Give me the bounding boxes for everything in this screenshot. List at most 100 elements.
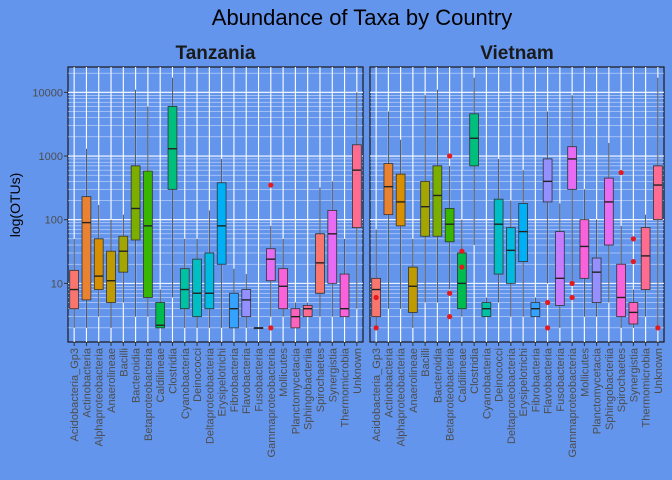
facet-panel-vietnam: Vietnam Acidobacteria_Gp3 Actinobacteria Al… <box>369 43 665 457</box>
box-flavobacteria <box>542 111 553 331</box>
box-deinococci <box>493 158 504 303</box>
y-tick-label: 10 <box>51 278 63 290</box>
outlier-point <box>655 325 661 331</box>
x-tick-label: Anaerolineae <box>106 348 118 413</box>
box-iqr <box>106 250 116 303</box>
x-tick-label: Flavobacteria <box>543 347 555 414</box>
box-synergistia <box>327 181 338 317</box>
x-tick-label: Anaerolineae <box>408 348 420 413</box>
box-sphingobacteriia <box>604 143 614 303</box>
box-iqr <box>432 165 443 237</box>
x-tick-label: Acidobacteria_Gp3 <box>69 348 81 442</box>
box-synergistia <box>628 236 639 328</box>
box-thermomicrobia <box>339 238 350 318</box>
box-iqr <box>93 238 104 290</box>
box-fusobacteria <box>555 203 565 328</box>
box-mollicutes <box>278 238 288 317</box>
x-tick-label: Mollicutes <box>579 348 591 397</box>
box-iqr <box>179 268 190 310</box>
box-fibrobacteria <box>229 268 239 329</box>
box-alphaproteobacteria <box>395 139 406 309</box>
box-cyanobacteria <box>481 297 492 318</box>
box-iqr <box>469 113 479 167</box>
box-iqr <box>518 203 528 262</box>
box-mollicutes <box>579 189 590 317</box>
x-tick-label: Alphaproteobacteria <box>94 347 106 446</box>
outlier-point <box>447 290 453 296</box>
box-deltaproteobacteria <box>204 210 215 328</box>
outlier-point <box>569 294 575 301</box>
outlier-point <box>545 299 551 306</box>
box-iqr <box>143 170 153 298</box>
x-tick-label: Fibrobacteria <box>530 347 542 412</box>
x-tick-label: Sphingobacteriia <box>604 347 616 430</box>
box-caldilineae <box>457 219 467 317</box>
x-tick-label: Actinobacteria <box>81 347 93 418</box>
y-tick-label: 1000 <box>39 151 63 163</box>
x-tick-label: Planctomycetacia <box>290 347 302 434</box>
x-tick-label: Actinobacteria <box>383 347 395 418</box>
box-iqr <box>628 302 639 325</box>
x-tick-label: Gammaproteobacteria <box>266 347 278 457</box>
outlier-point <box>373 325 379 331</box>
box-iqr <box>493 198 504 275</box>
box-clostridia <box>167 77 178 298</box>
x-tick-label: Cyanobacteria <box>180 347 192 419</box>
x-tick-label: Erysipelotrichi <box>217 348 229 416</box>
x-tick-label: Thermomicrobia <box>641 347 653 427</box>
box-iqr <box>616 263 626 318</box>
chart-title: Abundance of Taxa by Country <box>212 5 512 30</box>
outlier-point <box>618 169 624 176</box>
box-iqr <box>167 106 178 190</box>
outlier-point <box>268 325 274 331</box>
box-erysipelotrichi <box>216 158 227 328</box>
x-tick-label: Caldilineae <box>457 348 469 402</box>
box-iqr <box>216 182 227 265</box>
box-unknown <box>653 77 663 331</box>
x-tick-label: Flavobacteria <box>241 347 253 414</box>
box-iqr <box>155 302 166 329</box>
box-anaerolineae <box>408 238 418 328</box>
box-gammaproteobacteria <box>265 182 276 331</box>
box-iqr <box>530 302 541 318</box>
box-iqr <box>604 177 614 246</box>
box-planctomycetacia <box>290 302 301 329</box>
box-iqr <box>302 305 313 318</box>
y-tick-label: 100 <box>45 215 63 227</box>
box-actinobacteria <box>81 148 92 328</box>
outlier-point <box>447 314 453 320</box>
box-gammaproteobacteria <box>567 95 577 301</box>
box-iqr <box>352 144 362 229</box>
box-acidobacteria-gp3 <box>69 238 79 328</box>
facet-strip-label: Tanzania <box>176 43 256 64</box>
box-iqr <box>567 146 577 190</box>
box-cyanobacteria <box>179 238 190 328</box>
box-iqr <box>339 273 350 318</box>
box-betaproteobacteria <box>143 106 153 317</box>
box-clostridia <box>469 77 479 246</box>
box-iqr <box>408 266 418 313</box>
x-tick-label: Mollicutes <box>278 348 290 397</box>
box-bacteroidia <box>130 89 141 317</box>
x-tick-label: Bacilli <box>420 348 432 377</box>
box-iqr <box>579 219 590 279</box>
box-unknown <box>352 92 362 309</box>
x-tick-label: Deinococci <box>494 348 506 402</box>
outlier-point <box>545 325 551 331</box>
box-iqr <box>204 252 215 310</box>
x-tick-label: Synergistia <box>628 347 640 402</box>
box-thermomicrobia <box>640 214 651 317</box>
box-iqr <box>457 252 467 310</box>
x-tick-label: Spirochaetes <box>616 348 628 413</box>
box-iqr <box>640 227 651 290</box>
x-tick-label: Deinococci <box>192 348 204 402</box>
x-tick-label: Alphaproteobacteria <box>396 347 408 446</box>
outlier-point <box>373 294 379 301</box>
x-tick-label: Deltaproteobacteria <box>506 347 518 444</box>
box-iqr <box>241 289 252 318</box>
x-tick-label: Bacilli <box>118 348 130 377</box>
box-iqr <box>130 165 141 241</box>
